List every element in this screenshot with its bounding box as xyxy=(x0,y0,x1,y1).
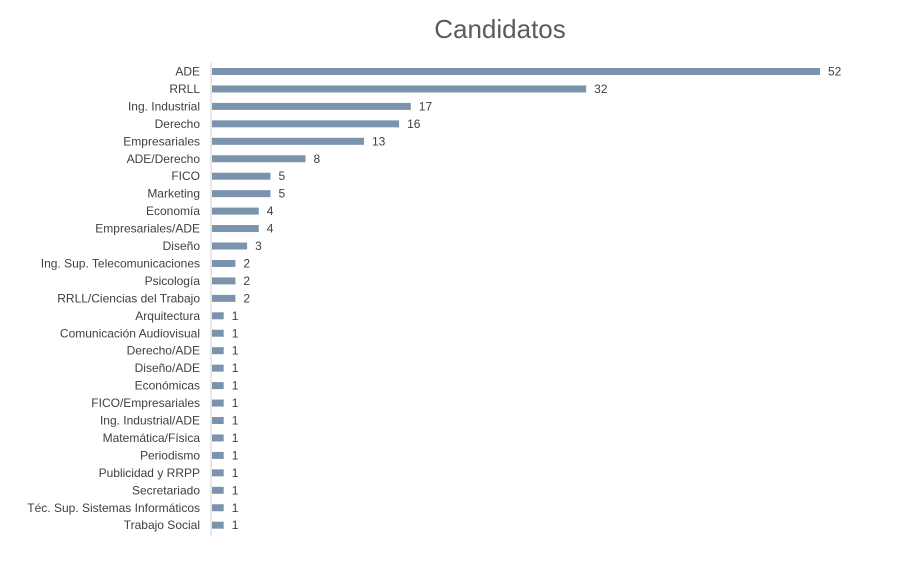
bar xyxy=(212,155,306,163)
value-label: 2 xyxy=(243,291,250,305)
category-label: Publicidad y RRPP xyxy=(99,466,200,480)
category-label: Derecho/ADE xyxy=(127,344,200,358)
bar xyxy=(212,120,400,128)
value-label: 1 xyxy=(232,431,239,445)
value-label: 5 xyxy=(278,169,285,183)
value-label: 1 xyxy=(232,344,239,358)
category-label: Economía xyxy=(146,204,200,218)
category-label: Diseño/ADE xyxy=(135,361,200,375)
bar xyxy=(212,259,236,267)
bar xyxy=(212,68,820,75)
category-label: Marketing xyxy=(147,187,200,201)
value-label: 4 xyxy=(267,222,274,236)
bar xyxy=(212,137,364,145)
bar xyxy=(212,225,259,233)
category-label: Matemática/Física xyxy=(103,431,201,445)
bar xyxy=(212,102,411,110)
category-label: Ing. Sup. Telecomunicaciones xyxy=(41,256,200,270)
category-label: ADE/Derecho xyxy=(127,152,201,166)
category-label: Ing. Industrial xyxy=(128,99,200,113)
bar xyxy=(212,172,271,180)
category-label: RRLL/Ciencias del Trabajo xyxy=(57,291,200,305)
value-label: 8 xyxy=(314,152,321,166)
category-label: FICO/Empresariales xyxy=(91,396,200,410)
bar xyxy=(212,521,224,529)
bar xyxy=(212,85,587,93)
value-label: 1 xyxy=(232,501,239,515)
value-label: 1 xyxy=(232,326,239,340)
bar xyxy=(212,382,224,390)
value-label: 1 xyxy=(232,396,239,410)
value-label: 1 xyxy=(232,361,239,375)
bar xyxy=(212,364,224,372)
value-label: 3 xyxy=(255,239,262,253)
value-label: 1 xyxy=(232,309,239,323)
value-label: 32 xyxy=(594,82,608,96)
category-label: Arquitectura xyxy=(135,309,200,323)
category-label: Ing. Industrial/ADE xyxy=(100,414,200,428)
category-label: Diseño xyxy=(163,239,201,253)
value-label: 52 xyxy=(828,65,842,79)
bar xyxy=(212,434,224,442)
category-label: Téc. Sup. Sistemas Informáticos xyxy=(27,501,200,515)
value-label: 1 xyxy=(232,466,239,480)
value-label: 5 xyxy=(278,187,285,201)
value-label: 1 xyxy=(232,414,239,428)
category-label: Secretariado xyxy=(132,483,200,497)
bar xyxy=(212,329,224,337)
value-label: 16 xyxy=(407,117,421,131)
value-label: 1 xyxy=(232,448,239,462)
category-label: Trabajo Social xyxy=(124,518,200,532)
value-label: 17 xyxy=(419,99,433,113)
bar xyxy=(212,417,224,424)
value-label: 2 xyxy=(243,274,250,288)
category-label: ADE xyxy=(175,65,200,79)
category-label: Psicología xyxy=(145,274,201,288)
category-label: Periodismo xyxy=(140,448,200,462)
value-label: 2 xyxy=(243,256,250,270)
bar xyxy=(212,451,224,459)
value-label: 4 xyxy=(267,204,274,218)
value-label: 1 xyxy=(232,379,239,393)
category-label: FICO xyxy=(171,169,200,183)
bar xyxy=(212,312,224,320)
category-label: RRLL xyxy=(169,82,200,96)
value-label: 1 xyxy=(232,483,239,497)
bar xyxy=(212,504,224,512)
bar xyxy=(212,277,236,285)
bar xyxy=(212,399,224,407)
category-label: Empresariales xyxy=(123,134,200,148)
category-label: Comunicación Audiovisual xyxy=(60,326,200,340)
bar xyxy=(212,207,259,215)
bar xyxy=(212,469,224,477)
value-label: 1 xyxy=(232,518,239,532)
category-label: Económicas xyxy=(135,379,200,393)
bar xyxy=(212,242,248,250)
value-label: 13 xyxy=(372,134,386,148)
bar xyxy=(212,486,224,494)
bar xyxy=(212,294,236,302)
category-label: Empresariales/ADE xyxy=(95,222,200,236)
bar xyxy=(212,190,271,198)
category-label: Derecho xyxy=(155,117,201,131)
chart-title: Candidatos xyxy=(434,14,566,44)
bar xyxy=(212,347,224,355)
